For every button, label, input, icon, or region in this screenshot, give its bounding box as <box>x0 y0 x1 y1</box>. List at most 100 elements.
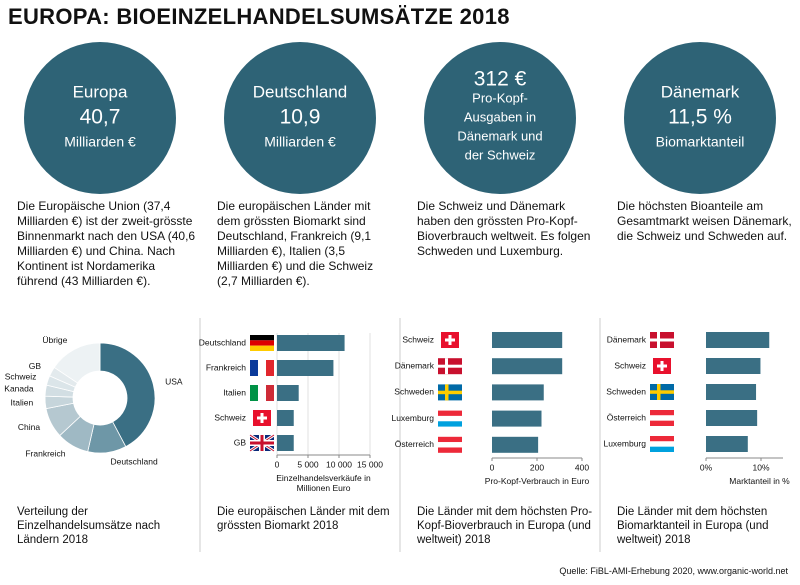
flag <box>650 338 674 342</box>
flag <box>650 420 674 426</box>
bar <box>706 436 748 452</box>
description: Die höchsten Bioanteile am Gesamtmarkt w… <box>617 199 792 243</box>
slice-label: Italien <box>11 397 34 407</box>
flag <box>250 335 274 341</box>
flag <box>260 435 264 451</box>
x-tick-label: 0 <box>275 459 280 469</box>
flag <box>445 338 455 342</box>
flag <box>657 364 667 368</box>
slice-label: Frankreich <box>25 449 65 459</box>
slice-label: USA <box>165 377 183 387</box>
flag <box>258 385 266 401</box>
flag <box>438 442 462 448</box>
y-tick-label: Luxemburg <box>603 438 646 448</box>
x-tick-label: 0 <box>490 462 495 472</box>
y-tick-label: Italien <box>223 387 246 397</box>
y-tick-label: Dänemark <box>607 334 647 344</box>
highlight-circle <box>624 42 776 194</box>
bar <box>277 385 299 401</box>
page-title: EUROPA: BIOEINZELHANDELSUMSÄTZE 2018 <box>8 4 510 29</box>
bar <box>277 335 345 351</box>
flag <box>438 415 462 422</box>
flag <box>438 390 462 395</box>
flag <box>257 416 267 420</box>
flag <box>438 447 462 453</box>
chart-caption: Die Länder mit dem höchsten Pro-Kopf-Bio… <box>417 506 593 546</box>
axis-title: Pro-Kopf-Verbrauch in Euro <box>484 476 590 486</box>
flag <box>650 390 674 394</box>
slice-label: Kanada <box>4 383 34 393</box>
circle-text: Dänemark <box>661 82 740 101</box>
bar <box>706 384 757 400</box>
y-tick-label: GB <box>234 437 247 447</box>
y-tick-label: Schweiz <box>614 360 646 370</box>
y-tick-label: Schweden <box>394 387 434 397</box>
bar <box>277 435 294 451</box>
flag <box>438 364 462 368</box>
y-tick-label: Österreich <box>395 439 434 449</box>
flag <box>438 410 462 416</box>
description: Die Europäische Union (37,4 Milliarden €… <box>17 199 196 288</box>
bar <box>706 332 770 348</box>
x-tick-label: 400 <box>575 462 589 472</box>
axis-title: Marktanteil in % <box>729 476 790 486</box>
highlight-circle <box>224 42 376 194</box>
chart-caption: Die Länder mit dem höchsten Biomarktante… <box>617 506 769 546</box>
flag <box>650 415 674 421</box>
y-tick-label: Schweiz <box>402 334 434 344</box>
bar <box>492 332 563 348</box>
chart-caption: Die europäischen Länder mit dem grössten… <box>217 506 390 532</box>
circle-text: Milliarden € <box>264 134 336 150</box>
circle-text: Milliarden € <box>64 134 136 150</box>
circle-text: 10,9 <box>280 106 321 129</box>
x-tick-label: 15 000 <box>357 459 383 469</box>
flag <box>266 360 274 376</box>
highlight-circle <box>24 42 176 194</box>
y-tick-label: Schweden <box>606 386 646 396</box>
y-tick-label: Frankreich <box>206 362 246 372</box>
circle-text: 40,7 <box>80 106 121 129</box>
pie-slice <box>53 342 101 384</box>
bar <box>277 410 294 426</box>
description: Die europäischen Länder mit dem grössten… <box>217 199 374 288</box>
circle-text: Dänemark und <box>457 128 542 143</box>
bar <box>492 436 539 453</box>
y-tick-label: Deutschland <box>199 337 247 347</box>
bar <box>706 358 761 374</box>
source: Quelle: FiBL-AMI-Erhebung 2020, www.orga… <box>559 566 788 576</box>
x-tick-label: 10 000 <box>326 459 352 469</box>
flag <box>650 410 674 416</box>
flag <box>258 360 266 376</box>
flag <box>650 441 674 447</box>
flag <box>438 436 462 443</box>
x-tick-label: 200 <box>530 462 544 472</box>
circle-text: der Schweiz <box>465 147 536 162</box>
slice-label: Übrige <box>42 335 67 345</box>
pie-slice <box>99 342 156 448</box>
circle-text: Biomarktanteil <box>656 134 745 150</box>
axis-title: Einzelhandelsverkäufe in Millionen Euro <box>276 473 371 493</box>
y-tick-label: Österreich <box>607 412 646 422</box>
flag <box>650 436 674 442</box>
slice-label: Schweiz <box>5 371 37 381</box>
bar <box>492 410 542 427</box>
bar <box>492 384 544 401</box>
flag <box>250 360 258 376</box>
y-tick-label: Dänemark <box>395 360 435 370</box>
y-tick-label: Schweiz <box>214 412 246 422</box>
flag <box>250 340 274 346</box>
circle-text: Pro-Kopf- <box>472 90 528 105</box>
flag <box>438 421 462 427</box>
circle-text: Ausgaben in <box>464 109 536 124</box>
x-tick-label: 0% <box>700 462 713 472</box>
flag <box>266 385 274 401</box>
bar <box>706 410 758 426</box>
circle-text: 312 € <box>474 68 527 91</box>
highlight-circle <box>424 42 576 194</box>
x-tick-label: 5 000 <box>297 459 319 469</box>
slice-label: China <box>18 422 40 432</box>
flag <box>250 345 274 351</box>
description: Die Schweiz und Dänemark haben den gröss… <box>417 199 591 258</box>
